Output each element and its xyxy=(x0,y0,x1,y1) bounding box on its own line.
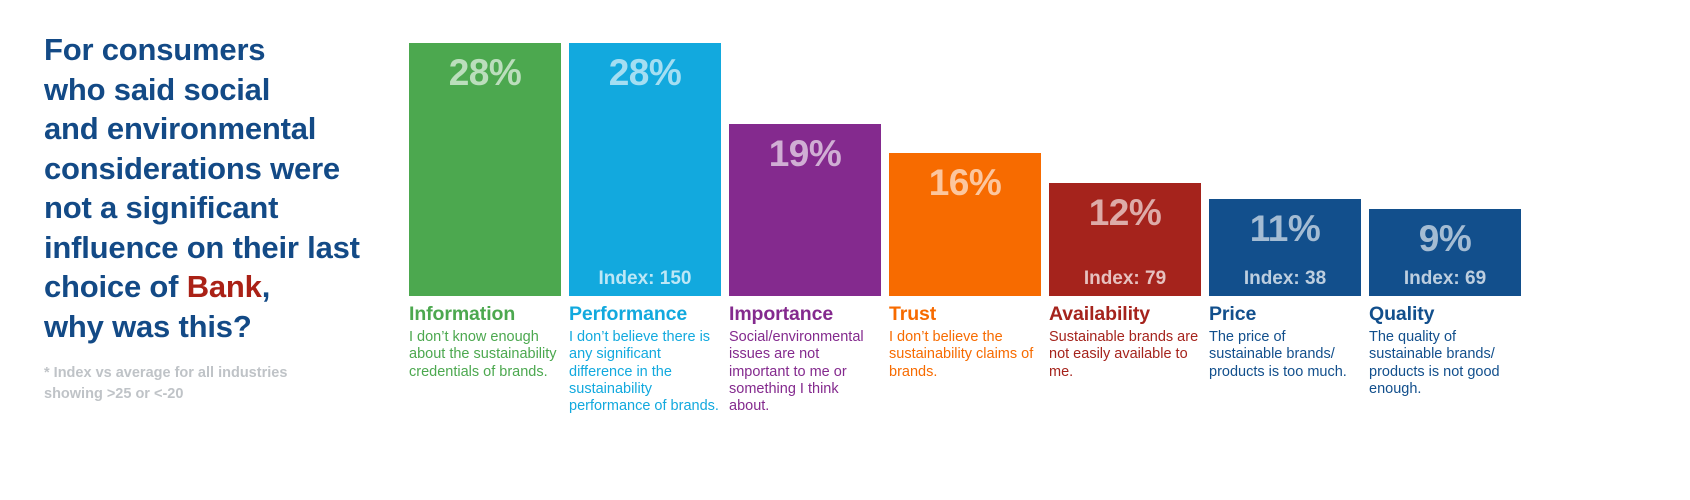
bar-chart: 28% Information I don’t know enough about … xyxy=(409,0,1649,500)
headline-line-8: why was this? xyxy=(44,308,252,344)
bar-index-label: Index: 38 xyxy=(1243,268,1327,289)
chart-column-price: 11% Index: 38 Price The price of sustainabl… xyxy=(1209,0,1361,500)
bar-importance[interactable]: 19% xyxy=(729,124,881,296)
headline-category-accent: Bank xyxy=(186,269,262,304)
category-title-availability: Availability xyxy=(1049,303,1151,325)
chart-column-trust: 16% Trust I don’t believe the sustainabili… xyxy=(889,0,1041,500)
bar-value-label: 19% xyxy=(768,133,842,174)
headline-line-2: who said social xyxy=(44,71,271,107)
bar-value-label: 12% xyxy=(1088,192,1162,233)
category-title-price: Price xyxy=(1209,303,1257,325)
bar-value-label: 16% xyxy=(928,162,1002,203)
bar-index-label: Index: 79 xyxy=(1083,268,1167,289)
headline-line-6: influence on their last xyxy=(44,229,360,265)
bar-value-label: 11% xyxy=(1249,208,1321,249)
category-description-price: The price of sustainable brands/ product… xyxy=(1209,329,1347,380)
headline-line-5: not a significant xyxy=(44,190,279,225)
chart-column-importance: 19% Importance Social/environmental issues… xyxy=(729,0,881,500)
category-description-trust: I don’t believe the sustainability claim… xyxy=(889,329,1034,380)
chart-column-information: 28% Information I don’t know enough about … xyxy=(409,0,561,500)
bar-value-label: 28% xyxy=(448,52,522,93)
page-title: For consumers who said social and enviro… xyxy=(44,30,404,346)
chart-column-availability: 12% Index: 79 Availability Sustainable bran… xyxy=(1049,0,1201,500)
bar-index-label: Index: 69 xyxy=(1403,268,1487,289)
headline-line-4: considerations were xyxy=(44,150,340,186)
bar-value-label: 28% xyxy=(608,52,682,93)
chart-column-performance: 28% Index: 150 Performance I don’t believe … xyxy=(569,0,721,500)
headline-line-1: For consumers xyxy=(44,32,266,67)
category-title-information: Information xyxy=(409,303,516,325)
bar-price[interactable]: 11% Index: 38 xyxy=(1209,199,1361,296)
category-title-trust: Trust xyxy=(889,303,937,325)
category-description-performance: I don’t believe there is any significant… xyxy=(569,329,719,415)
category-description-availability: Sustainable brands are not easily availa… xyxy=(1049,329,1199,380)
category-title-performance: Performance xyxy=(569,303,688,325)
chart-column-quality: 9% Index: 69 Quality The quality of sustain… xyxy=(1369,0,1521,500)
category-description-quality: The quality of sustainable brands/ produ… xyxy=(1369,329,1500,397)
headline-choice-suffix: , xyxy=(261,269,271,304)
bar-value-label: 9% xyxy=(1418,218,1472,259)
headline-choice-prefix: choice of xyxy=(44,269,187,304)
bar-performance[interactable]: 28% Index: 150 xyxy=(569,43,721,296)
category-description-information: I don’t know enough about the sustainabi… xyxy=(409,329,557,380)
bar-trust[interactable]: 16% xyxy=(889,153,1041,296)
headline-line-3: and environmental xyxy=(44,111,317,146)
category-title-quality: Quality xyxy=(1369,303,1435,325)
headline-block: For consumers who said social and enviro… xyxy=(44,30,404,405)
bar-information[interactable]: 28% xyxy=(409,43,561,296)
footnote-annotation: * Index vs average for all industries sh… xyxy=(44,365,288,402)
headline-line-7: choice of Bank, xyxy=(44,267,404,307)
category-title-importance: Importance xyxy=(729,303,834,325)
bar-quality[interactable]: 9% Index: 69 xyxy=(1369,209,1521,296)
category-description-importance: Social/environmental issues are not impo… xyxy=(729,329,864,415)
bar-availability[interactable]: 12% Index: 79 xyxy=(1049,183,1201,296)
bar-index-label: Index: 150 xyxy=(598,268,692,289)
